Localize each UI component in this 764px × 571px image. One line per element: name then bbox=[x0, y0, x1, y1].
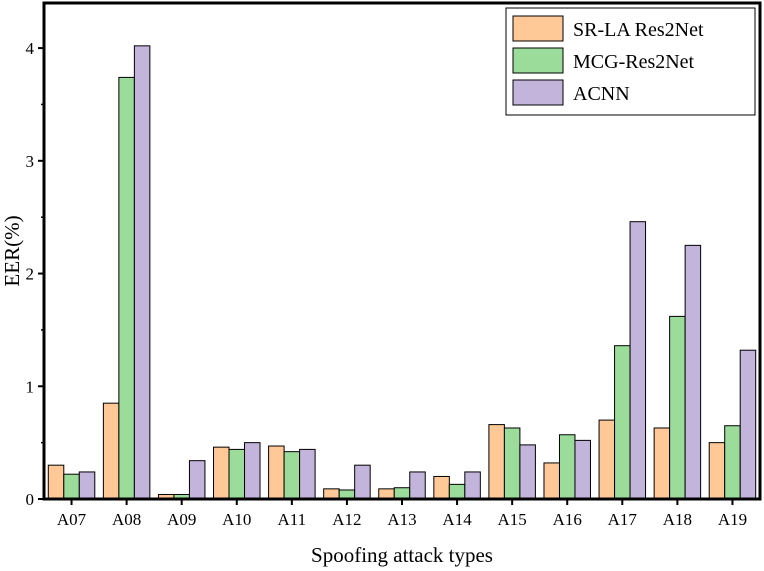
bar-a16-series-2 bbox=[558, 434, 576, 500]
y-tick-label: 1 bbox=[26, 377, 35, 396]
bar-a16-series-3 bbox=[574, 439, 591, 500]
bar-a09-series-3 bbox=[188, 460, 206, 500]
bar-a11-series-3 bbox=[299, 448, 316, 500]
x-tick-label: A12 bbox=[332, 510, 361, 529]
bar-a15-series-3 bbox=[519, 444, 536, 500]
bar-a10-series-1 bbox=[213, 446, 230, 500]
bar-a15-series-1 bbox=[488, 424, 505, 500]
x-tick-label: A16 bbox=[553, 510, 582, 529]
bars-group bbox=[47, 45, 757, 500]
bar-a14-series-2 bbox=[448, 483, 466, 500]
bar-a12-series-1 bbox=[323, 488, 340, 500]
x-tick-label: A15 bbox=[498, 510, 527, 529]
bar-a10-series-3 bbox=[244, 442, 261, 500]
x-tick-label: A07 bbox=[57, 510, 87, 529]
bar-a08-series-1 bbox=[102, 402, 120, 500]
legend-label-3: ACNN bbox=[573, 83, 630, 105]
legend-label-1: SR-LA Res2Net bbox=[573, 19, 704, 41]
x-tick-label: A10 bbox=[222, 510, 251, 529]
bar-a12-series-3 bbox=[354, 464, 371, 500]
bar-a07-series-3 bbox=[78, 471, 96, 500]
bar-a18-series-2 bbox=[669, 315, 686, 500]
legend-swatch-3 bbox=[512, 79, 564, 106]
bar-a14-series-1 bbox=[433, 475, 450, 500]
x-tick-label: A17 bbox=[608, 510, 638, 529]
x-tick-label: A09 bbox=[167, 510, 196, 529]
legend-label-2: MCG-Res2Net bbox=[573, 51, 695, 73]
bar-a19-series-3 bbox=[739, 349, 757, 500]
bar-a11-series-1 bbox=[268, 445, 285, 500]
legend-swatch-1 bbox=[512, 15, 564, 42]
x-tick-label: A11 bbox=[278, 510, 307, 529]
bar-a07-series-1 bbox=[47, 464, 65, 500]
bar-a17-series-3 bbox=[629, 221, 647, 500]
x-tick-label: A19 bbox=[718, 510, 747, 529]
bar-a19-series-2 bbox=[724, 425, 741, 500]
bar-a11-series-2 bbox=[283, 451, 301, 500]
bar-a08-series-2 bbox=[118, 76, 135, 500]
x-axis: A07 A08 A09 A10 A11 A12 A13 A14 A15 A16 A17 A18 A19 bbox=[57, 499, 747, 529]
bar-a14-series-3 bbox=[464, 471, 481, 500]
bar-a07-series-2 bbox=[63, 473, 80, 500]
legend: SR-LA Res2Net MCG-Res2Net ACNN bbox=[505, 7, 756, 116]
bar-a13-series-2 bbox=[393, 487, 411, 500]
bar-a15-series-2 bbox=[503, 427, 521, 500]
x-tick-label: A14 bbox=[442, 510, 472, 529]
y-tick-label: 0 bbox=[26, 490, 35, 509]
x-axis-title: Spoofing attack types bbox=[311, 543, 493, 567]
legend-swatch-2 bbox=[512, 47, 564, 74]
y-axis: 0 1 2 3 4 bbox=[26, 39, 44, 509]
bar-a17-series-2 bbox=[614, 345, 631, 500]
bar-a18-series-1 bbox=[653, 427, 671, 500]
bar-a08-series-3 bbox=[133, 45, 151, 500]
bar-a16-series-1 bbox=[543, 462, 560, 500]
bar-a19-series-1 bbox=[708, 442, 726, 500]
x-tick-label: A18 bbox=[663, 510, 692, 529]
y-axis-title: EER(%) bbox=[0, 215, 24, 286]
bar-a13-series-1 bbox=[378, 488, 395, 500]
y-tick-label: 2 bbox=[26, 265, 35, 284]
y-tick-label: 4 bbox=[26, 39, 35, 58]
bar-a17-series-1 bbox=[598, 419, 616, 500]
bar-a13-series-3 bbox=[409, 471, 426, 500]
x-tick-label: A08 bbox=[112, 510, 141, 529]
bar-a10-series-2 bbox=[228, 448, 246, 500]
bar-a18-series-3 bbox=[684, 244, 702, 500]
x-tick-label: A13 bbox=[387, 510, 416, 529]
y-tick-label: 3 bbox=[26, 152, 35, 171]
